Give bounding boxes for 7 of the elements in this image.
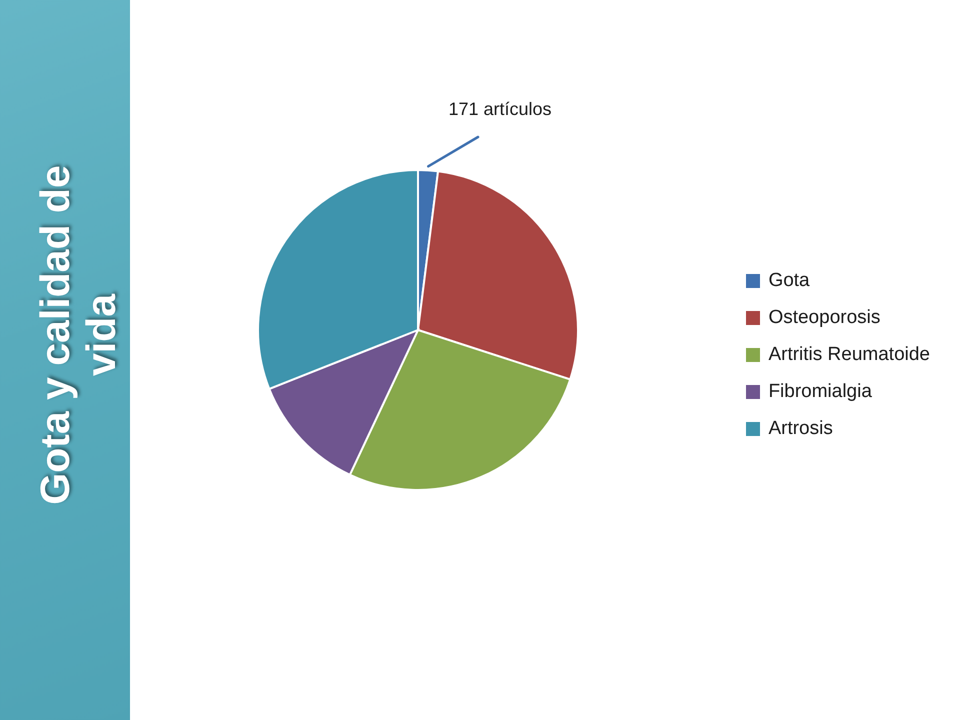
legend-label: Osteoporosis	[768, 306, 880, 328]
legend-label: Gota	[768, 270, 810, 292]
legend-label: Artritis Reumatoide	[768, 344, 930, 366]
legend-label: Fibromialgia	[768, 380, 872, 402]
text: Gota y calidad de vida	[32, 164, 124, 507]
legend-label: Artrosis	[768, 418, 833, 440]
text: 171 artículos	[448, 99, 552, 119]
